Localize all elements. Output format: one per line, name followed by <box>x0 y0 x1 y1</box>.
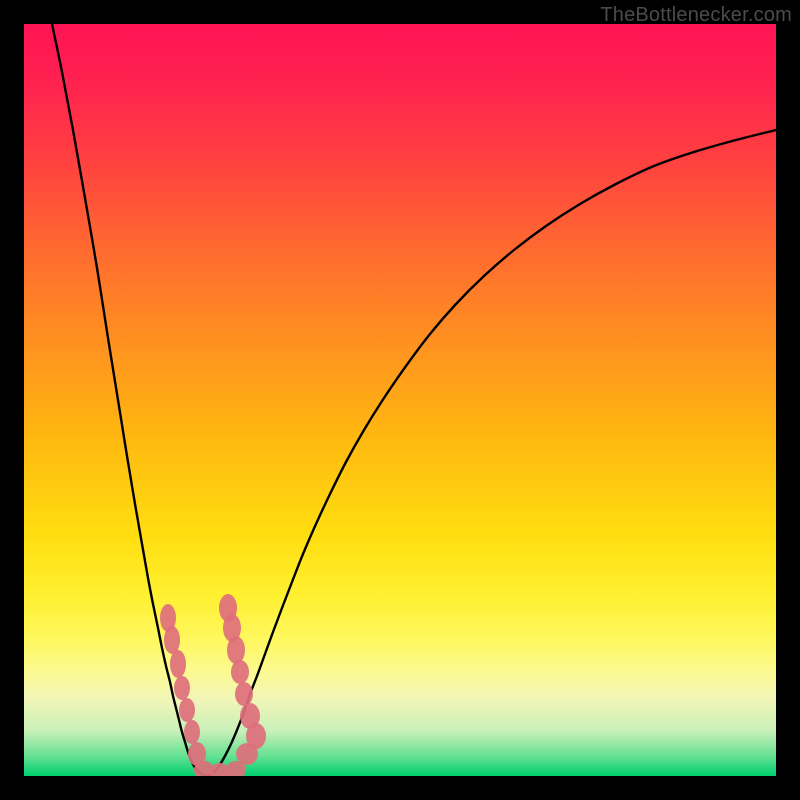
data-marker <box>179 698 195 722</box>
chart-svg <box>0 0 800 800</box>
data-marker <box>174 676 190 700</box>
watermark-text: TheBottlenecker.com <box>600 4 792 27</box>
data-marker <box>231 660 249 684</box>
data-marker <box>170 650 186 678</box>
data-marker <box>184 720 200 744</box>
data-marker <box>164 626 180 654</box>
chart-stage: TheBottlenecker.com <box>0 0 800 800</box>
data-marker <box>227 636 245 664</box>
data-marker <box>235 682 253 706</box>
